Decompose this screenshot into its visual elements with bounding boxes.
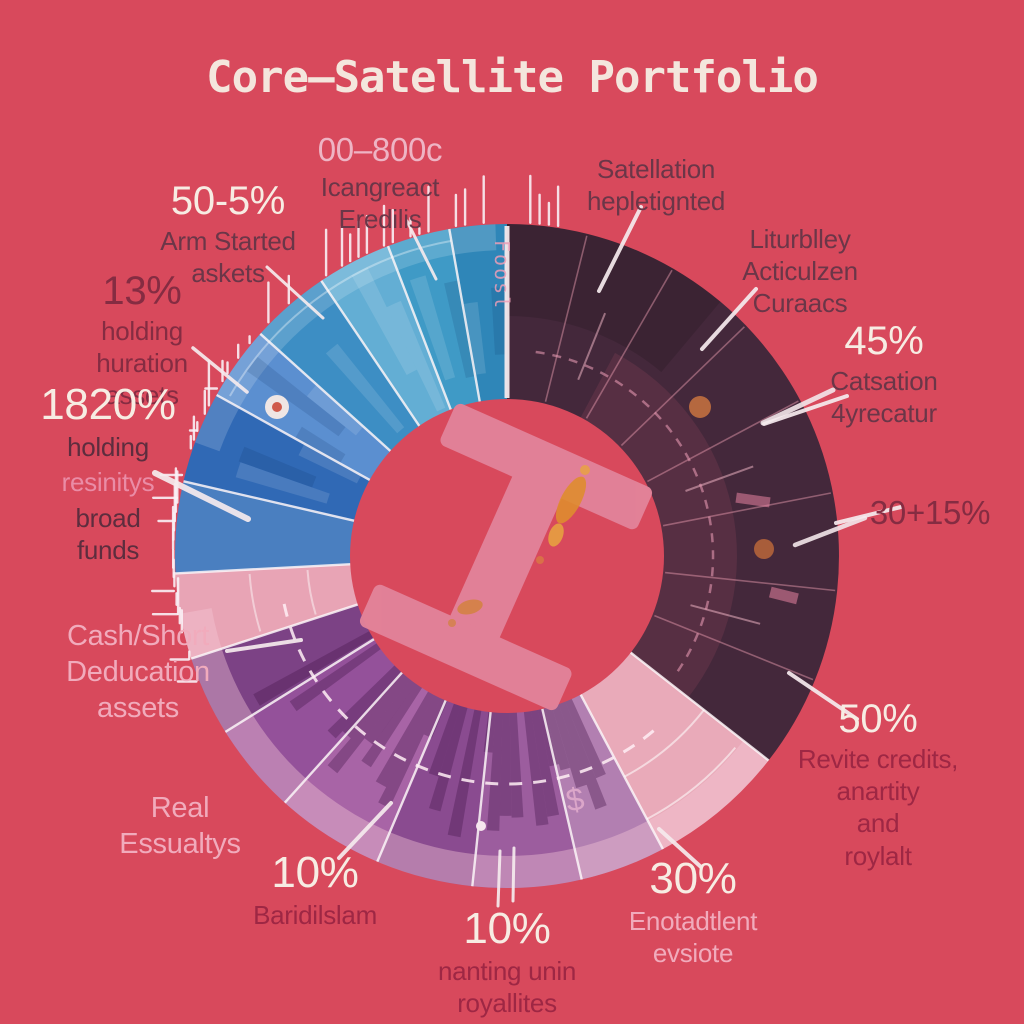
- callout-range-top: 00–800c Icangreact Eredilis: [317, 131, 443, 235]
- ring-segment: [580, 652, 769, 850]
- callout-text: Satellation hepletignted: [586, 154, 726, 217]
- dollar-glyph: $: [563, 780, 587, 819]
- callout-ten-left: 10% Baridilslam: [253, 848, 377, 931]
- callout-value: 45%: [844, 319, 924, 363]
- ring-segment: [225, 638, 403, 803]
- leader-line: [657, 827, 703, 869]
- ring-white-dot: [476, 821, 486, 831]
- callout-text: holding: [67, 432, 149, 463]
- orange-splotches: [448, 465, 590, 627]
- callout-forty5: 45% Catsation 4yrecatur: [830, 320, 937, 429]
- leader-line: [225, 638, 303, 653]
- callout-broad-funds: 1820% holding resinitys broad funds: [40, 380, 176, 566]
- leader-lines-layer: [152, 205, 903, 908]
- leader-line: [597, 205, 643, 293]
- callout-text: holding huration assets: [96, 316, 188, 411]
- page-title: Core–Satellite Portfolio: [206, 52, 819, 103]
- ring-segment: [284, 671, 446, 862]
- spikes-layer: [150, 174, 560, 683]
- leader-line: [834, 505, 903, 525]
- callout-real-assets: Real Essualtys: [119, 788, 241, 863]
- planet-dot: [689, 396, 711, 418]
- ring-segment: [377, 699, 491, 887]
- callout-value: 50-5%: [170, 179, 286, 223]
- callout-liturblley: Liturblley Acticulzen Curaacs: [742, 220, 858, 320]
- callout-value: 1820%: [40, 380, 176, 429]
- callout-text: Cash/Short Deducation assets: [66, 620, 210, 724]
- ring-segment: [175, 564, 359, 659]
- planet-dot: [754, 539, 774, 559]
- ring-segment: [542, 693, 663, 880]
- dark-segment-details: [535, 235, 868, 681]
- segment-borders-layer: [175, 228, 770, 887]
- ring-segment: [449, 223, 507, 403]
- leader-line: [787, 671, 859, 721]
- bottom-ring-details: [229, 239, 737, 820]
- callout-text: Enotadtlent evsiote: [628, 906, 758, 969]
- ring-segment: [183, 395, 371, 521]
- ring-marker-dot-core: [272, 402, 282, 412]
- leader-line: [511, 846, 516, 903]
- callout-fifty: 50% Revite credits, anartity and roylalt: [797, 697, 959, 872]
- callout-ten-mid: 10% nanting unin royallites: [437, 904, 577, 1020]
- callout-cash-short: Cash/Short Deducation assets: [66, 616, 210, 727]
- callout-value: 30+15%: [869, 494, 991, 531]
- ring-vertical-caption: Foosl: [490, 240, 514, 311]
- callout-thirty15: 30+15%: [869, 494, 991, 531]
- callout-value: 00–800c: [317, 131, 443, 168]
- leader-line: [337, 801, 393, 860]
- callout-value: 13%: [102, 269, 182, 313]
- callout-text: broad funds: [75, 502, 141, 565]
- callout-value: 10%: [271, 848, 359, 897]
- callout-holding-13: 13% holding huration assets: [96, 270, 188, 412]
- callout-text: Catsation 4yrecatur: [830, 366, 938, 429]
- ring-segment: [191, 604, 375, 732]
- callout-arm-started: 50-5% Arm Started askets: [160, 179, 296, 289]
- leader-line: [191, 346, 249, 394]
- leader-line: [762, 394, 849, 426]
- callout-text-accent: resinitys: [61, 467, 155, 498]
- callout-text: Baridilslam: [253, 900, 377, 931]
- leader-line: [405, 219, 438, 281]
- callout-text: Liturblley Acticulzen Curaacs: [742, 224, 858, 319]
- callout-text: Arm Started askets: [160, 226, 296, 289]
- ring-segment: [472, 708, 582, 889]
- leader-line: [496, 849, 502, 908]
- callout-thirty: 30% Enotadtlent evsiote: [628, 854, 758, 970]
- leader-line: [152, 470, 251, 522]
- callout-value: 10%: [463, 904, 551, 953]
- callout-text: Icangreact Eredilis: [320, 171, 440, 234]
- ring-segment: [216, 333, 392, 481]
- ring-segment: [260, 280, 420, 452]
- leader-line: [700, 287, 758, 351]
- callout-text: Real Essualtys: [119, 792, 241, 860]
- leader-line: [265, 265, 325, 320]
- callout-value: 30%: [649, 854, 737, 903]
- callout-text: nanting unin royallites: [437, 956, 577, 1019]
- ring-segment: [507, 224, 839, 761]
- ring-segment: [321, 246, 452, 427]
- callout-value: 50%: [838, 697, 918, 741]
- callout-text: Revite credits, anartity and roylalt: [797, 744, 959, 871]
- callout-satellation: Satellation hepletignted: [587, 150, 725, 217]
